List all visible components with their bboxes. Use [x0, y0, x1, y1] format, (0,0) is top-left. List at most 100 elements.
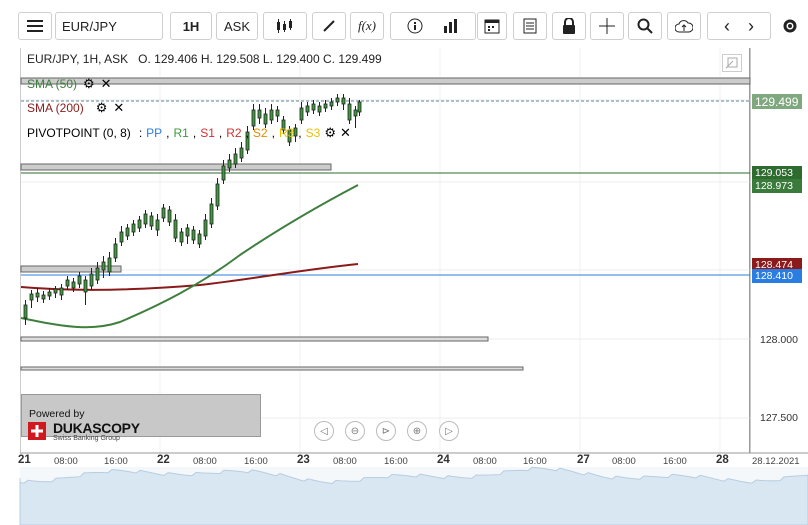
- toolbar: EUR/JPY 1H ASK f(x) ‹ ›: [0, 0, 808, 52]
- pivot-r1: R1: [173, 126, 189, 140]
- pivot-comma: ,: [298, 126, 302, 140]
- close-icon[interactable]: ✕: [339, 125, 351, 140]
- candle: [107, 257, 112, 273]
- cloud-upload-icon: [675, 20, 693, 33]
- candle: [287, 129, 292, 143]
- pivot-comma: ,: [192, 126, 197, 140]
- chevron-left-icon[interactable]: ‹: [724, 15, 730, 36]
- zoom-in-icon: ⊕: [412, 425, 422, 437]
- settings-button[interactable]: [775, 12, 805, 40]
- candle: [65, 279, 70, 287]
- price-tag-sma50: 128.973: [752, 179, 802, 193]
- candlestick-icon: [277, 19, 292, 33]
- chart-type-button[interactable]: [263, 12, 307, 40]
- pivot-r2: R2: [226, 126, 242, 140]
- dukascopy-watermark: Powered by DUKASCOPY Swiss Banking Group: [21, 394, 261, 442]
- candle: [281, 119, 286, 131]
- reset-icon: ⊳: [381, 425, 391, 437]
- timeframe-selector[interactable]: 1H: [170, 12, 212, 40]
- price-tag-pp: 128.410: [752, 269, 802, 283]
- zoom-button[interactable]: [628, 12, 662, 40]
- timeframe-label: 1H: [182, 18, 200, 34]
- price-side-selector[interactable]: ASK: [216, 12, 258, 40]
- x-axis-time: 08:00: [612, 456, 636, 467]
- zone-bar: [20, 366, 524, 371]
- swiss-banking-text: Swiss Banking Group: [53, 435, 120, 442]
- symbol-selector[interactable]: EUR/JPY: [55, 12, 163, 40]
- zoom-out-icon: ⊖: [350, 425, 360, 437]
- zone-bar: [20, 163, 332, 171]
- indicator-sma200[interactable]: SMA (200) ⚙ ✕: [27, 100, 124, 116]
- close-icon[interactable]: ✕: [100, 76, 112, 91]
- pivot-separator: :: [138, 126, 143, 140]
- x-axis-time: 16:00: [384, 456, 408, 467]
- info-button[interactable]: [390, 12, 476, 40]
- nav-arrows[interactable]: ‹ ›: [707, 12, 771, 40]
- lock-button[interactable]: [552, 12, 586, 40]
- indicator-sma50-label: SMA (50): [27, 77, 78, 91]
- candle: [137, 219, 142, 229]
- candle: [323, 103, 328, 109]
- candle: [305, 105, 310, 113]
- candle: [95, 267, 100, 281]
- indicators-button[interactable]: f(x): [350, 12, 384, 40]
- gear-icon[interactable]: ⚙: [95, 100, 108, 115]
- bar-chart-icon: [444, 19, 457, 33]
- x-axis-day: 23: [297, 454, 310, 466]
- x-axis-day: 24: [437, 454, 450, 466]
- candle: [203, 219, 208, 237]
- triangle-right-icon: ▷: [445, 425, 453, 437]
- indicator-pivot[interactable]: PIVOTPOINT (0, 8) : PP, R1, S1, R2, S2, …: [27, 125, 351, 141]
- pair-timeframe: EUR/JPY, 1H, ASK: [27, 52, 129, 66]
- fx-label: f(x): [357, 18, 377, 33]
- close-icon[interactable]: ✕: [113, 100, 125, 115]
- candle: [251, 109, 256, 127]
- candle: [239, 147, 244, 159]
- zoom-in-button[interactable]: ⊕: [407, 421, 427, 441]
- reset-view-button[interactable]: ⊳: [376, 421, 396, 441]
- candle: [89, 273, 94, 287]
- sma50-line: [20, 184, 359, 329]
- price-tag-value: 129.053: [755, 167, 793, 179]
- indicator-pivot-label: PIVOTPOINT (0, 8): [27, 126, 131, 140]
- candle: [269, 109, 274, 121]
- hamburger-icon: [27, 20, 43, 32]
- maximize-button[interactable]: [722, 54, 742, 72]
- x-axis-day: 28: [716, 454, 729, 466]
- scroll-right-button[interactable]: ▷: [439, 421, 459, 441]
- candle: [335, 97, 340, 103]
- candle: [353, 109, 358, 117]
- gear-icon[interactable]: ⚙: [324, 125, 336, 140]
- zoom-icon: [637, 18, 653, 34]
- zoom-out-button[interactable]: ⊖: [345, 421, 365, 441]
- zone-bar: [20, 77, 751, 85]
- candle: [143, 213, 148, 225]
- chevron-right-icon[interactable]: ›: [748, 15, 754, 36]
- candle: [197, 233, 202, 245]
- x-axis-time: 16:00: [523, 456, 547, 467]
- gear-icon[interactable]: ⚙: [83, 76, 95, 91]
- candle: [329, 101, 334, 107]
- calendar-button[interactable]: [477, 12, 507, 40]
- candle: [47, 291, 52, 297]
- scroll-left-button[interactable]: ◁: [314, 421, 334, 441]
- cloud-upload-button[interactable]: [667, 12, 701, 40]
- draw-tool-button[interactable]: [312, 12, 346, 40]
- indicator-sma50[interactable]: SMA (50) ⚙ ✕: [27, 76, 112, 92]
- x-axis-time: 08:00: [333, 456, 357, 467]
- pivot-comma: ,: [271, 126, 275, 140]
- price-tag-value: 128.973: [755, 180, 793, 192]
- x-axis-time: 16:00: [244, 456, 268, 467]
- candle: [317, 105, 322, 113]
- menu-button[interactable]: [18, 12, 52, 40]
- candle: [191, 229, 196, 241]
- report-button[interactable]: [513, 12, 547, 40]
- candle: [23, 304, 28, 319]
- candle: [119, 231, 124, 243]
- price-tag-current: 129.499: [752, 94, 802, 109]
- zone-bar: [20, 265, 122, 273]
- candle: [227, 159, 232, 169]
- x-axis-day: 27: [577, 454, 590, 466]
- crosshair-button[interactable]: [590, 12, 624, 40]
